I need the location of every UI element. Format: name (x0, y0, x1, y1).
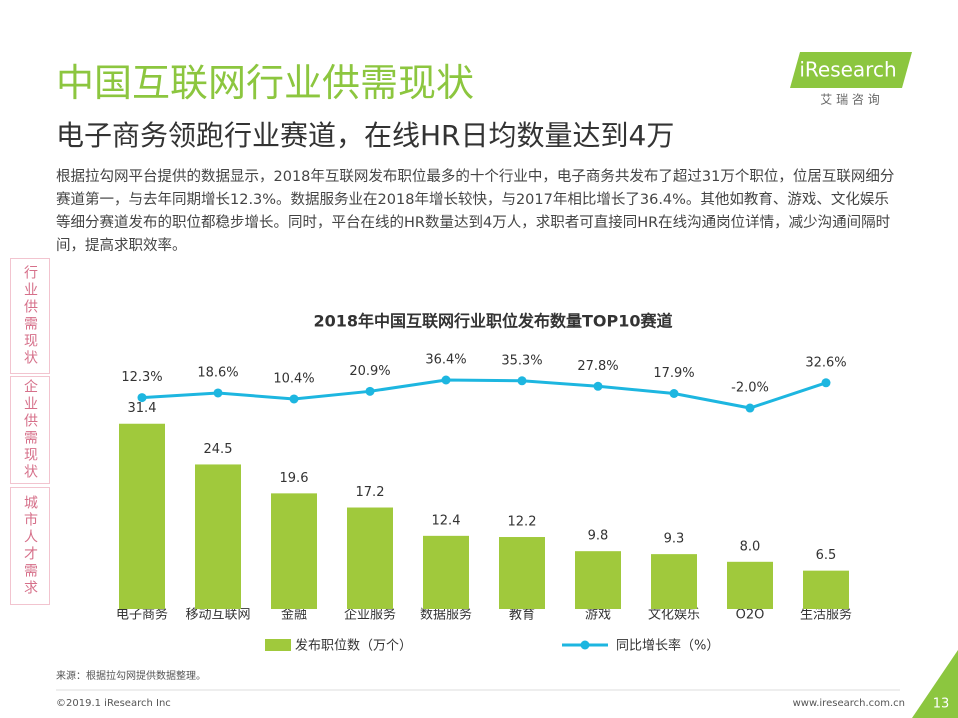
line-value-label: 36.4% (425, 353, 466, 368)
line-value-label: 17.9% (653, 366, 694, 381)
sidebar-tab[interactable]: 行业供需现状 (10, 258, 50, 374)
bar-value-label: 31.4 (128, 401, 157, 416)
bar-value-label: 6.5 (816, 548, 837, 563)
bar (727, 561, 773, 609)
source: 来源：根据拉勾网提供数据整理。 (56, 669, 206, 682)
line-value-label: 27.8% (577, 359, 618, 374)
bar-value-label: 9.3 (664, 532, 685, 547)
bar (347, 507, 393, 609)
bar-value-label: 8.0 (740, 539, 761, 554)
chart-title: 2018年中国互联网行业职位发布数量TOP10赛道 (313, 312, 672, 331)
bar (803, 570, 849, 609)
website: www.iresearch.com.cn (793, 698, 905, 709)
line-value-label: 35.3% (501, 353, 542, 368)
bar-value-label: 24.5 (204, 442, 233, 457)
x-tick-label: 金融 (281, 607, 307, 623)
line-point (365, 386, 375, 396)
line-point (213, 388, 223, 398)
bar-value-label: 19.6 (280, 471, 309, 486)
line-point (289, 394, 299, 404)
legend-swatch (265, 639, 291, 651)
bar (575, 551, 621, 609)
line-value-label: 18.6% (197, 365, 238, 380)
line-value-label: 12.3% (121, 370, 162, 385)
body-text: 根据拉勾网平台提供的数据显示，2018年互联网发布职位最多的十个行业中，电子商务… (56, 169, 895, 254)
copyright: ©2019.1 iResearch Inc (56, 698, 171, 709)
page-corner (912, 650, 958, 718)
line (141, 378, 827, 410)
x-tick-label: 游戏 (585, 608, 611, 623)
bar (651, 554, 697, 609)
x-tick-label: O2O (736, 608, 765, 623)
x-tick-label: 数据服务 (420, 607, 472, 623)
line-point (137, 393, 147, 403)
legend-swatch (580, 640, 590, 650)
slide-title: 中国互联网行业供需现状 (56, 61, 475, 105)
logo-brand: iResearch (799, 58, 896, 82)
x-tick-label: 电子商务 (116, 607, 168, 623)
x-tick-label: 生活服务 (800, 607, 852, 623)
line-value-label: -2.0% (731, 381, 769, 396)
legend-label: 同比增长率（%） (616, 638, 719, 654)
x-tick-label: 移动互联网 (185, 608, 250, 623)
sidebar-tab[interactable]: 城市人才需求 (10, 487, 50, 605)
line-point (517, 376, 527, 386)
legend-label: 发布职位数（万个） (295, 638, 412, 654)
line-value-label: 10.4% (273, 371, 314, 386)
line-point (745, 403, 755, 413)
bar (119, 423, 165, 609)
line-value-label: 20.9% (349, 364, 390, 379)
x-tick-label: 文化娱乐 (648, 608, 700, 623)
line-point (669, 389, 679, 399)
logo-bg (790, 52, 912, 88)
sidebar-tab[interactable]: 企业供需现状 (10, 376, 50, 484)
x-tick-label: 企业服务 (344, 607, 396, 623)
page-number: 13 (933, 697, 950, 712)
x-tick-label: 教育 (509, 607, 535, 623)
slide-subtitle: 电子商务领跑行业赛道，在线HR日均数量达到4万 (56, 119, 675, 152)
bar (195, 464, 241, 609)
line-point (593, 381, 603, 391)
bar (423, 535, 469, 609)
line-point (821, 378, 831, 388)
bar-value-label: 9.8 (588, 529, 609, 544)
line-point (441, 375, 451, 385)
bar (271, 493, 317, 609)
bar-value-label: 12.4 (432, 513, 461, 528)
bar-value-label: 12.2 (508, 515, 537, 530)
bar-value-label: 17.2 (356, 485, 385, 500)
line-value-label: 32.6% (805, 355, 846, 370)
bar (499, 537, 545, 609)
logo-tagline: 艾 瑞 咨 询 (820, 92, 879, 107)
